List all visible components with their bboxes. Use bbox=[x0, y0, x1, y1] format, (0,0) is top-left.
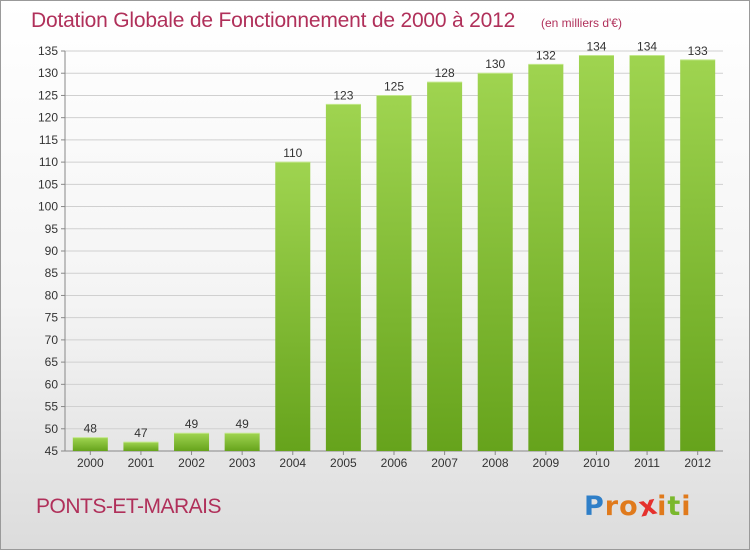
bar bbox=[325, 104, 361, 451]
y-tick-label: 45 bbox=[45, 444, 59, 458]
y-tick-label: 95 bbox=[45, 222, 59, 236]
bar bbox=[680, 59, 716, 452]
y-tick-label: 100 bbox=[38, 200, 58, 214]
x-tick-label: 2004 bbox=[279, 456, 306, 470]
data-label: 48 bbox=[84, 422, 98, 436]
logo-letter: P bbox=[584, 491, 605, 522]
bar bbox=[123, 442, 159, 451]
y-tick-label: 70 bbox=[45, 333, 59, 347]
y-tick-label: 125 bbox=[38, 88, 58, 102]
commune-name: PONTS-ET-MARAIS bbox=[36, 495, 222, 518]
data-label: 47 bbox=[134, 426, 148, 440]
y-tick-label: 65 bbox=[45, 355, 59, 369]
proxiti-logo: Proxiti bbox=[584, 489, 692, 523]
y-tick-label: 120 bbox=[38, 111, 58, 125]
y-tick-label: 55 bbox=[45, 400, 59, 414]
data-labels: 48 47 49 49 110 123 125 128 130 132 134 134 133 bbox=[84, 39, 708, 440]
logo-letter: i bbox=[657, 491, 668, 522]
y-tick-label: 110 bbox=[39, 155, 58, 169]
bar bbox=[528, 64, 564, 452]
y-tick-label: 85 bbox=[45, 266, 59, 280]
x-tick-label: 2000 bbox=[77, 456, 104, 470]
bar bbox=[578, 55, 614, 451]
logo-letter: i bbox=[681, 491, 692, 522]
bar bbox=[224, 433, 260, 451]
chart-title: Dotation Globale de Fonctionnement de 20… bbox=[31, 9, 516, 32]
x-tick-label: 2005 bbox=[330, 456, 357, 470]
data-label: 134 bbox=[586, 39, 606, 53]
y-tick-label: 60 bbox=[45, 377, 59, 391]
data-label: 49 bbox=[185, 417, 199, 431]
logo-letter: o bbox=[619, 491, 639, 522]
y-tick-label: 105 bbox=[38, 177, 58, 191]
x-tick-label: 2011 bbox=[634, 456, 660, 470]
x-tick-label: 2007 bbox=[431, 456, 458, 470]
x-tick-label: 2009 bbox=[532, 456, 559, 470]
x-tick-label: 2003 bbox=[229, 456, 256, 470]
bar bbox=[275, 162, 311, 451]
y-tick-label: 130 bbox=[38, 66, 58, 80]
bar bbox=[629, 55, 665, 451]
x-tick-label: 2006 bbox=[381, 456, 408, 470]
logo-letter: t bbox=[667, 491, 682, 522]
bar bbox=[72, 437, 108, 451]
data-label: 110 bbox=[283, 146, 302, 160]
data-label: 130 bbox=[485, 57, 505, 71]
y-tick-label: 75 bbox=[45, 311, 59, 325]
x-tick-label: 2008 bbox=[482, 456, 509, 470]
y-tick-label: 90 bbox=[45, 244, 59, 258]
bars bbox=[72, 54, 716, 452]
data-label: 133 bbox=[688, 44, 708, 58]
x-tick-label: 2002 bbox=[178, 456, 205, 470]
data-label: 49 bbox=[235, 417, 249, 431]
data-label: 132 bbox=[536, 48, 556, 62]
chart-unit: (en milliers d'€) bbox=[541, 16, 622, 30]
x-tick-label: 2001 bbox=[128, 456, 155, 470]
y-tick-label: 50 bbox=[45, 422, 59, 436]
logo-letter: r bbox=[604, 491, 620, 522]
data-label: 128 bbox=[435, 66, 455, 80]
data-label: 123 bbox=[333, 88, 353, 102]
y-tick-label: 80 bbox=[45, 288, 59, 302]
bar bbox=[174, 433, 210, 451]
tick-labels: 45 50 55 60 65 70 75 80 85 90 95 100 105 110 115 120 125… bbox=[38, 44, 711, 470]
x-tick-label: 2012 bbox=[684, 456, 711, 470]
x-tick-label: 2010 bbox=[583, 456, 610, 470]
bar bbox=[427, 82, 463, 451]
bar bbox=[376, 95, 412, 451]
data-label: 134 bbox=[637, 39, 657, 53]
data-label: 125 bbox=[384, 79, 404, 93]
bar bbox=[477, 73, 513, 451]
y-tick-label: 135 bbox=[38, 44, 58, 58]
y-tick-label: 115 bbox=[39, 133, 58, 147]
